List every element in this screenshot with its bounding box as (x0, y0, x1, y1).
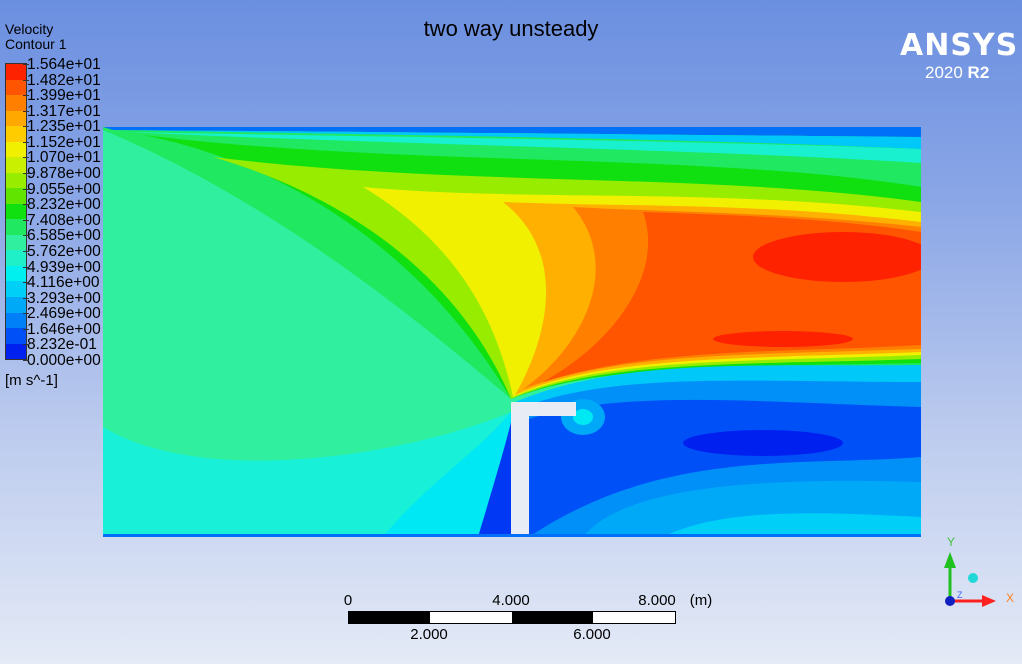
colorbar-band (6, 328, 26, 344)
z-axis-dot (945, 596, 955, 606)
colorbar-band (6, 188, 26, 204)
colorbar-band (6, 219, 26, 235)
colorbar-tick-label: 1.646e+00 (23, 320, 101, 338)
vortex-core (573, 409, 593, 425)
band-lower-right-dark (529, 399, 921, 537)
colorbar-band (6, 296, 26, 313)
scale-seg-3 (512, 612, 593, 623)
colorbar-tick-label: 5.762e+00 (23, 242, 101, 260)
colorbar-band (6, 110, 26, 127)
colorbar-band (6, 343, 26, 360)
colorbar-band (6, 141, 26, 158)
baffle (511, 402, 576, 537)
colorbar-band (6, 79, 26, 96)
x-label: X (1006, 591, 1014, 605)
colorbar-tick-label: 1.235e+01 (23, 118, 101, 136)
band-red-upper (753, 232, 921, 282)
velocity-contour-plot[interactable] (103, 127, 921, 537)
colorbar-tick-label: 1.399e+01 (23, 87, 101, 105)
scale-seg-1 (349, 612, 430, 623)
colorbar-band (6, 172, 26, 189)
band-top-edge (103, 127, 921, 137)
colorbar-tick-label: 7.408e+00 (23, 211, 101, 229)
scale-label-8: 8.000 (638, 592, 676, 609)
colorbar-tick-label: 1.482e+01 (23, 71, 101, 89)
colorbar-band (6, 312, 26, 329)
colorbar-tick-label: 8.232e-01 (23, 336, 97, 354)
colorbar-tick-label: 6.585e+00 (23, 227, 101, 245)
band-bottom-right2 (663, 513, 921, 537)
colorbar-tick-label: 0.000e+00 (23, 352, 101, 369)
scale-bar-track (348, 611, 676, 624)
colorbar-tick-label: 9.878e+00 (23, 165, 101, 183)
band-red-lower (713, 331, 853, 347)
colorbar-band (6, 265, 26, 282)
bottom-wall (103, 534, 921, 537)
version-label: 2020 R2 (925, 63, 989, 83)
colorbar-band (6, 126, 26, 142)
legend-title: Velocity Contour 1 (5, 22, 66, 52)
colorbar-tick-label: 1.317e+01 (23, 102, 101, 120)
y-label: Y (947, 535, 955, 549)
colorbar-band (6, 64, 26, 80)
colorbar-tick-label: 4.116e+00 (23, 274, 100, 292)
colorbar-band (6, 250, 26, 266)
legend-variable: Velocity (5, 21, 54, 37)
band-dark-core (683, 430, 843, 456)
colorbar-tick-label: 3.293e+00 (23, 289, 101, 307)
colorbar-tick-label: 1.564e+01 (23, 56, 101, 73)
colorbar-tick-label: 9.055e+00 (23, 180, 101, 198)
scale-unit: (m) (689, 592, 713, 609)
version-release: R2 (967, 63, 990, 82)
band-top-edge2 (113, 130, 921, 149)
scale-label-0: 0 (343, 592, 353, 609)
colorbar-band (6, 203, 26, 220)
view-sphere (968, 573, 978, 583)
ansys-logo: ANSYS (900, 28, 1019, 63)
scale-label-6: 6.000 (573, 626, 611, 643)
axes-triad: Y X Z (944, 535, 1014, 607)
colorbar-band (6, 234, 26, 251)
colorbar-tick-label: 1.152e+01 (23, 133, 101, 151)
colorbar-tick-label: 1.070e+01 (23, 149, 101, 167)
colorbar-band (6, 281, 26, 297)
band-top-edge3 (123, 132, 921, 163)
band-lower-left-cyan2 (383, 412, 511, 537)
band-baffle-blue (478, 422, 511, 537)
colorbar-tick-label: 8.232e+00 (23, 196, 101, 214)
legend-units: [m s^-1] (5, 372, 58, 389)
legend-name: Contour 1 (5, 36, 67, 52)
band-lower-left-cyan (103, 412, 511, 537)
version-year: 2020 (925, 63, 968, 82)
x-arrowhead (982, 595, 996, 607)
scale-label-2: 2.000 (410, 626, 448, 643)
scale-label-4: 4.000 (492, 592, 530, 609)
colorbar-band (6, 157, 26, 173)
z-label: Z (957, 590, 963, 600)
colorbar-band (6, 95, 26, 111)
colorbar-tick-label: 2.469e+00 (23, 305, 101, 323)
y-arrowhead (944, 552, 956, 568)
colorbar (5, 63, 27, 360)
plot-title: two way unsteady (423, 16, 599, 41)
colorbar-tick-label: 4.939e+00 (23, 258, 101, 276)
